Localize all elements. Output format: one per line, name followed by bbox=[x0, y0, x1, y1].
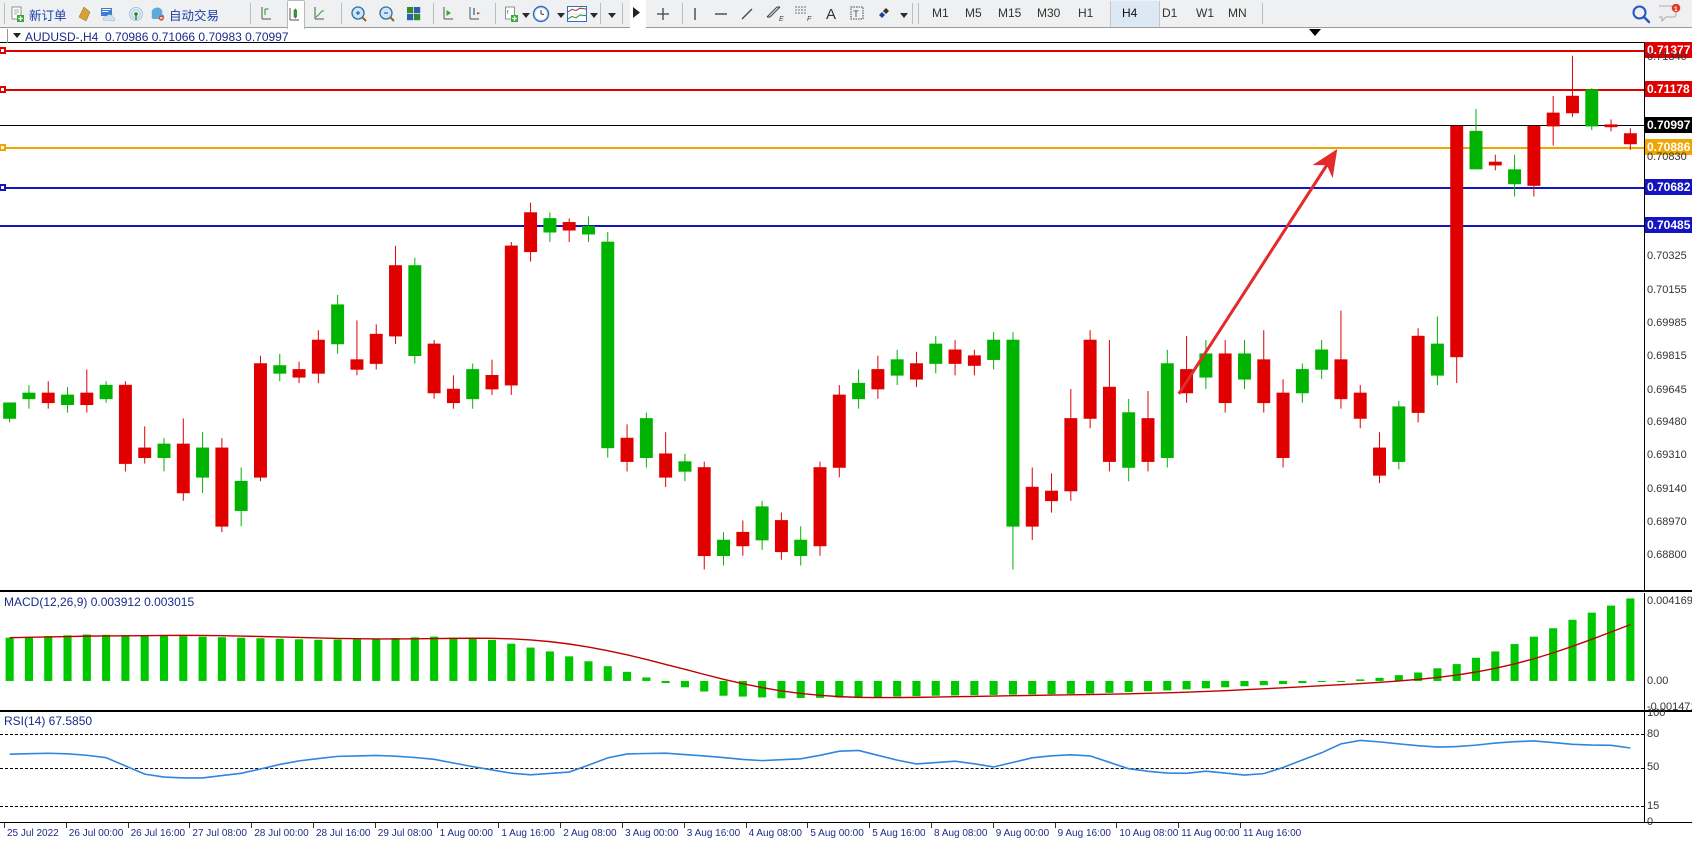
svg-text:1: 1 bbox=[1674, 6, 1678, 13]
svg-text:T: T bbox=[853, 9, 859, 19]
svg-text:E: E bbox=[779, 16, 784, 22]
svg-text:F: F bbox=[807, 16, 812, 22]
